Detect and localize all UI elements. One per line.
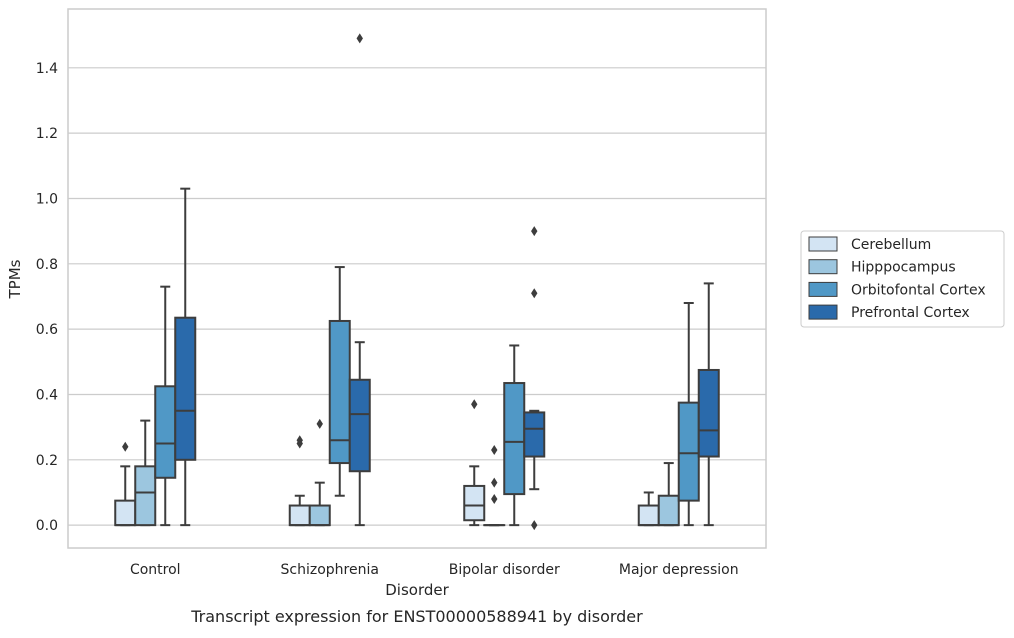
box-group [175,189,195,525]
box [290,506,310,526]
figure-caption: Transcript expression for ENST0000058894… [190,607,643,626]
outlier-point [531,226,537,236]
legend-swatch [809,260,837,274]
box-group [679,303,699,525]
x-tick-label: Bipolar disorder [449,562,560,578]
y-tick-label: 0.0 [36,518,58,534]
box [524,412,544,456]
box-group [699,283,719,525]
y-tick-labels: 0.0 0.2 0.4 0.6 0.8 1.0 1.2 1.4 [36,61,58,534]
series-group [135,419,679,525]
box-group [155,287,175,525]
x-axis-title: Disorder [385,581,449,599]
x-tick-labels: Control Schizophrenia Bipolar disorder Majo… [130,562,739,578]
box-group [290,435,310,525]
box [330,321,350,463]
series-group [155,267,699,525]
box-group [639,492,659,525]
box-group [115,442,135,525]
box-group [504,345,524,525]
box [679,403,699,501]
box-group [350,33,370,525]
outlier-point [491,478,497,488]
outlier-point [531,520,537,530]
box-group [330,267,350,496]
box-group [135,421,155,526]
legend: Cerebellum Hipppocampus Orbitofontal Corte… [801,231,1004,327]
y-tick-label: 1.4 [36,61,58,77]
box [115,501,135,525]
box [175,318,195,460]
outlier-point [122,442,128,452]
x-tick-label: Control [130,562,181,578]
y-tick-label: 1.2 [36,126,58,142]
legend-label: Cerebellum [851,237,931,253]
outlier-point [531,288,537,298]
outlier-point [491,494,497,504]
outlier-point [357,33,363,43]
box-group [524,226,544,530]
y-tick-label: 1.0 [36,191,58,207]
outlier-point [317,419,323,429]
box-group [310,419,330,525]
y-tick-label: 0.4 [36,387,58,403]
box [155,386,175,477]
x-tick-label: Major depression [619,562,739,578]
series-group [115,399,659,525]
legend-label: Orbitofontal Cortex [851,282,986,298]
box-group [484,445,504,525]
y-tick-label: 0.2 [36,453,58,469]
y-axis-title: TPMs [6,259,24,299]
box [310,506,330,526]
legend-label: Hipppocampus [851,260,956,276]
legend-label: Prefrontal Cortex [851,305,970,321]
box [639,506,659,526]
outlier-point [471,399,477,409]
box [504,383,524,494]
box [699,370,719,457]
series-group [175,33,719,530]
box [135,466,155,525]
legend-swatch [809,237,837,251]
box [659,496,679,525]
box [464,486,484,520]
box-group [659,463,679,525]
y-tick-label: 0.8 [36,257,58,273]
outlier-point [491,445,497,455]
legend-swatch [809,305,837,319]
legend-swatch [809,282,837,296]
box [350,380,370,471]
box-series [115,33,719,530]
box-group [464,399,484,525]
x-tick-label: Schizophrenia [281,562,379,578]
y-tick-label: 0.6 [36,322,58,338]
